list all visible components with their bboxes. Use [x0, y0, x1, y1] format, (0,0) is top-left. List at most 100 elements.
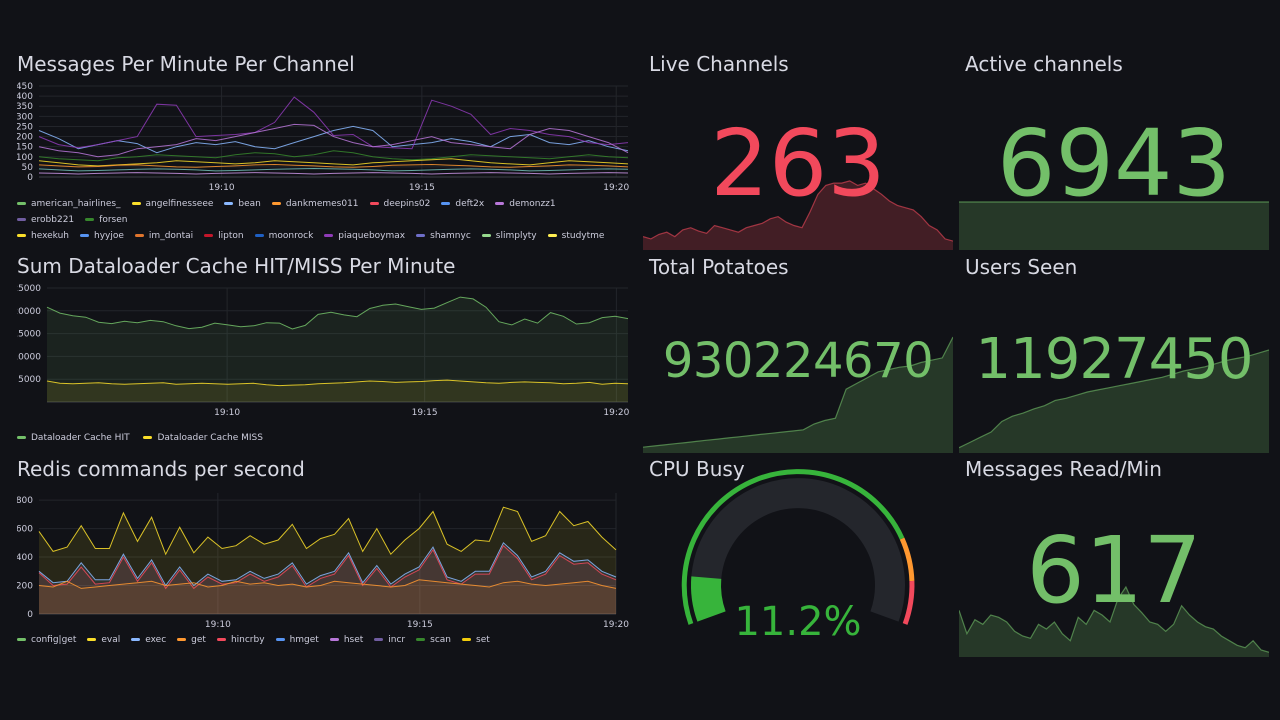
- legend-item[interactable]: incr: [374, 632, 405, 648]
- legend-item[interactable]: Dataloader Cache HIT: [17, 430, 130, 446]
- legend-item[interactable]: dankmemes011: [271, 196, 359, 212]
- legend-label: forsen: [99, 215, 128, 225]
- legend-swatch: [369, 202, 379, 205]
- legend-item[interactable]: lipton: [204, 228, 244, 244]
- messages-per-minute-panel[interactable]: Messages Per Minute Per Channel 450 400 35…: [17, 52, 629, 248]
- legend-swatch: [324, 234, 334, 237]
- series-line: [38, 158, 629, 167]
- legend-label: deft2x: [455, 199, 485, 209]
- legend-label: Dataloader Cache MISS: [157, 433, 263, 443]
- legend-item[interactable]: hincrby: [216, 632, 265, 648]
- series-line: [38, 150, 629, 162]
- sparkline-line: [959, 585, 1269, 653]
- legend-label: eval: [101, 635, 121, 645]
- legend-item[interactable]: shamnyc: [416, 228, 471, 244]
- legend-swatch: [462, 638, 471, 641]
- y-tick-label: 200: [17, 582, 33, 592]
- series-line: [38, 167, 629, 172]
- legend-item[interactable]: eval: [87, 632, 120, 648]
- y-tick-label: 0: [27, 610, 33, 620]
- legend-swatch: [17, 638, 26, 641]
- dataloader-cache-panel[interactable]: Sum Dataloader Cache HIT/MISS Per Minute…: [17, 254, 629, 450]
- messages-read-panel[interactable]: Messages Read/Min 617: [959, 457, 1269, 657]
- legend-swatch: [441, 202, 451, 205]
- legend-swatch: [374, 638, 384, 641]
- legend-label: deepins02: [383, 199, 431, 209]
- panel-title: Live Channels: [649, 52, 789, 76]
- legend-item[interactable]: deft2x: [441, 196, 484, 212]
- legend-item[interactable]: demonzz1: [495, 196, 556, 212]
- legend-row: american_hairlines_ angelfinesseee bean dan…: [17, 196, 629, 228]
- legend-swatch: [204, 234, 214, 237]
- panel-title: Total Potatoes: [649, 255, 789, 279]
- cpu-busy-gauge: [681, 469, 915, 625]
- legend-item[interactable]: slimplyty: [481, 228, 537, 244]
- active-channels-panel[interactable]: Active channels 6943: [959, 52, 1269, 250]
- legend-label: lipton: [218, 231, 244, 241]
- sparkline-area: [643, 180, 953, 250]
- redis-legend: config|get eval exec get hincrby hmget hset inc…: [17, 632, 501, 648]
- legend-item[interactable]: bean: [224, 196, 261, 212]
- users-seen-panel[interactable]: Users Seen 11927450: [959, 255, 1269, 453]
- legend-label: erobb221: [31, 215, 75, 225]
- legend-item[interactable]: exec: [131, 632, 166, 648]
- legend-swatch: [416, 638, 426, 641]
- legend-label: piaqueboymax: [338, 231, 406, 241]
- legend-swatch: [416, 234, 426, 237]
- legend-swatch: [17, 234, 26, 237]
- legend-swatch: [134, 234, 144, 237]
- dataloader-chart: 25000 20000 15000 10000 5000 19:10 19:15 19:20: [17, 284, 629, 418]
- legend-item[interactable]: forsen: [85, 212, 127, 228]
- legend-item[interactable]: erobb221: [17, 212, 74, 228]
- legend-label: get: [191, 635, 206, 645]
- messages-read-sparkline: [959, 585, 1269, 657]
- legend-item[interactable]: im_dontai: [134, 228, 193, 244]
- legend-label: hexekuh: [31, 231, 70, 241]
- legend-swatch: [17, 202, 26, 205]
- series-area: [39, 542, 616, 614]
- legend-label: exec: [145, 635, 167, 645]
- redis-commands-panel[interactable]: Redis commands per second 800 600 400 200 0 1…: [17, 457, 629, 653]
- legend-label: angelfinesseee: [145, 199, 214, 209]
- legend-item[interactable]: american_hairlines_: [17, 196, 121, 212]
- y-tick-label: 450: [17, 82, 33, 92]
- users-seen-sparkline: [959, 349, 1269, 453]
- cpu-busy-panel[interactable]: CPU Busy 11.2%: [643, 457, 953, 657]
- legend-item[interactable]: config|get: [17, 632, 76, 648]
- series-line: [38, 163, 629, 168]
- users-seen-value: 11927450: [975, 327, 1253, 392]
- y-tick-label: 5000: [18, 375, 41, 385]
- legend-item[interactable]: hyyjoe: [80, 228, 124, 244]
- legend-item[interactable]: angelfinesseee: [131, 196, 214, 212]
- legend-item[interactable]: scan: [416, 632, 451, 648]
- legend-item[interactable]: deepins02: [369, 196, 431, 212]
- legend-item[interactable]: piaqueboymax: [324, 228, 405, 244]
- series-line: [38, 541, 617, 587]
- legend-item[interactable]: set: [462, 632, 490, 648]
- legend-item[interactable]: sunnys: [17, 244, 63, 248]
- x-tick-label: 19:20: [603, 183, 629, 193]
- legend-item[interactable]: get: [177, 632, 206, 648]
- legend-item[interactable]: moonrock: [254, 228, 313, 244]
- live-channels-panel[interactable]: Live Channels 263: [643, 52, 953, 250]
- dataloader-legend: Dataloader Cache HIT Dataloader Cache MI…: [17, 430, 274, 446]
- legend-label: config|get: [31, 635, 77, 645]
- legend-item[interactable]: hexekuh: [17, 228, 69, 244]
- legend-item[interactable]: hmget: [275, 632, 319, 648]
- total-potatoes-panel[interactable]: Total Potatoes 930224670: [643, 255, 953, 453]
- series-line: [46, 379, 629, 387]
- legend-label: hincrby: [230, 635, 265, 645]
- legend-label: demonzz1: [509, 199, 556, 209]
- legend-swatch: [131, 638, 141, 641]
- legend-item[interactable]: Dataloader Cache MISS: [143, 430, 263, 446]
- total-potatoes-sparkline: [643, 336, 953, 453]
- sparkline-area: [959, 587, 1269, 657]
- legend-label: dankmemes011: [285, 199, 359, 209]
- redis-chart: 800 600 400 200 0 19:10 19:15 19:20: [17, 493, 629, 630]
- y-tick-label: 100: [17, 153, 33, 163]
- legend-item[interactable]: hset: [329, 632, 363, 648]
- legend-item[interactable]: studytme: [547, 228, 604, 244]
- legend-label: sunnys: [31, 247, 63, 248]
- legend-label: slimplyty: [495, 231, 537, 241]
